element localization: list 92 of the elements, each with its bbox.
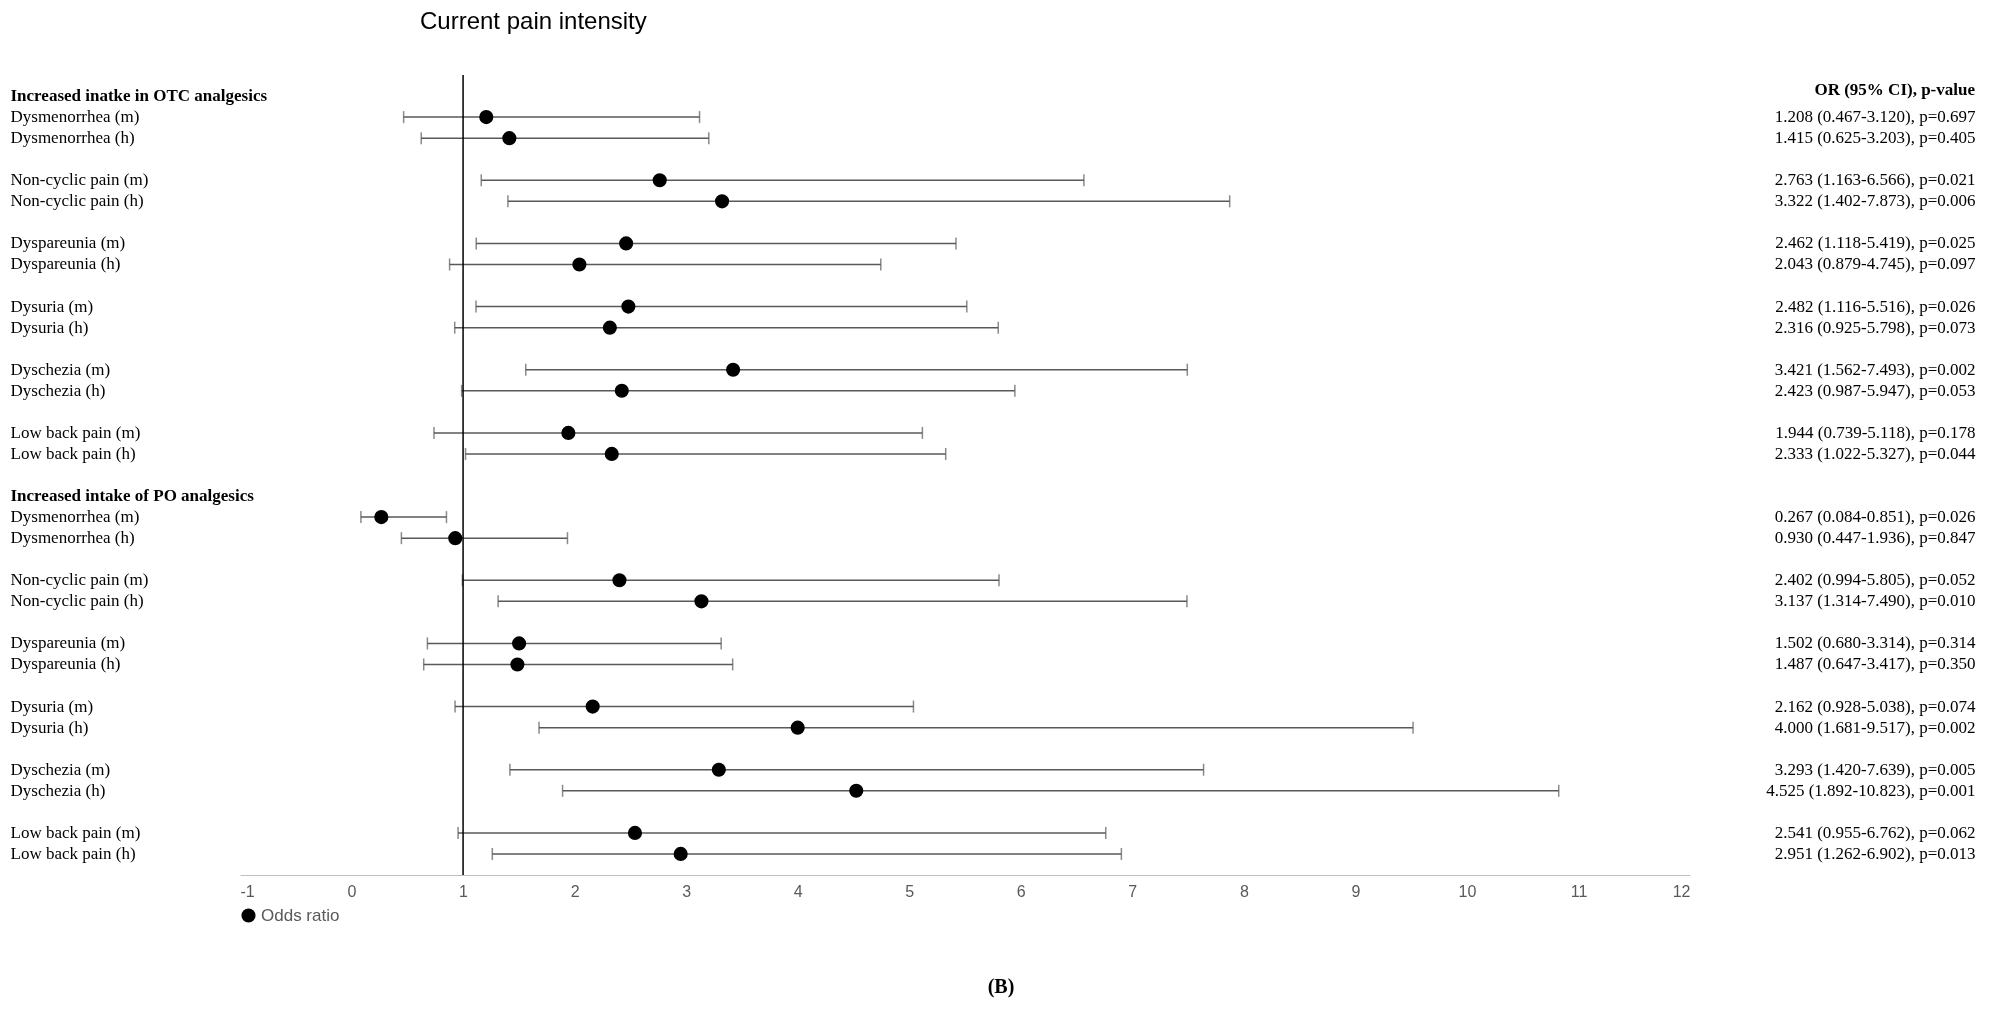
data-label: 2.316 (0.925-5.798), p=0.073 (1774, 317, 1976, 337)
data-label: 0.267 (0.084-0.851), p=0.026 (1774, 507, 1976, 527)
y-tick-label: Non-cyclic pain (h) (10, 591, 144, 611)
point (479, 110, 494, 125)
point (561, 425, 576, 440)
y-tick-label: Non-cyclic pain (h) (10, 191, 144, 211)
data-label: 1.415 (0.625-3.203), p=0.405 (1774, 128, 1976, 148)
x-tick-label: 10 (1458, 882, 1477, 900)
data-label: 3.137 (1.314-7.490), p=0.010 (1774, 591, 1976, 611)
data-label: 1.502 (0.680-3.314), p=0.314 (1774, 633, 1976, 653)
data-label: 3.421 (1.562-7.493), p=0.002 (1774, 359, 1976, 379)
text: (B) (986, 975, 1016, 998)
y-tick-label: Dyspareunia (h) (10, 654, 121, 674)
x-tick-label: 8 (1239, 882, 1249, 900)
y-tick-label: Dyspareunia (h) (10, 254, 121, 274)
legend-label: Odds ratio (261, 905, 340, 925)
point (652, 173, 667, 188)
data-label: 3.322 (1.402-7.873), p=0.006 (1774, 191, 1976, 211)
data-label: 2.763 (1.163-6.566), p=0.021 (1774, 170, 1976, 190)
point (512, 636, 527, 651)
y-tick-label: Dysuria (h) (10, 317, 89, 337)
y-tick-label: Non-cyclic pain (m) (10, 170, 149, 190)
data-label: 2.162 (0.928-5.038), p=0.074 (1774, 696, 1976, 716)
x-tick-label: 0 (347, 882, 357, 900)
point (715, 194, 730, 209)
point (602, 320, 617, 335)
data-label: 3.293 (1.420-7.639), p=0.005 (1774, 759, 1976, 779)
data-label: 2.043 (0.879-4.745), p=0.097 (1774, 254, 1976, 274)
point (448, 531, 463, 546)
x-tick-label: 5 (905, 882, 915, 900)
y-tick-label: Dysmenorrhea (m) (10, 507, 140, 527)
data-label: 2.462 (1.118-5.419), p=0.025 (1775, 233, 1976, 253)
y-tick-label: Dyschezia (m) (10, 359, 111, 379)
data-label: 1.944 (0.739-5.118), p=0.178 (1775, 422, 1976, 442)
chart-title: Current pain intensity (420, 7, 647, 35)
point (585, 699, 600, 714)
y-tick-label: Dysuria (m) (10, 696, 94, 716)
point (726, 362, 741, 377)
point (619, 236, 634, 251)
x-tick-label: 12 (1672, 882, 1691, 900)
y-tick-label: Dyschezia (h) (10, 380, 106, 400)
point (849, 783, 864, 798)
data-label: 2.402 (0.994-5.805), p=0.052 (1774, 570, 1976, 590)
x-tick-label: -1 (240, 882, 255, 900)
data-label: 4.525 (1.892-10.823), p=0.001 (1766, 780, 1976, 800)
point (510, 657, 525, 672)
text: OR (95% CI), p-value (1814, 80, 1975, 100)
x-tick-label: 3 (682, 882, 692, 900)
point (711, 762, 726, 777)
y-tick-label: Increased inatke in OTC analgesics (10, 86, 268, 106)
y-tick-label: Dysmenorrhea (h) (10, 528, 135, 548)
x-tick-label: 6 (1016, 882, 1026, 900)
point (502, 131, 517, 146)
point (694, 594, 709, 609)
point (627, 825, 643, 840)
y-tick-label: Low back pain (h) (10, 843, 136, 863)
x-tick-label: 2 (570, 882, 580, 900)
y-tick-label: Dyspareunia (m) (10, 633, 126, 653)
y-tick-label: Dyschezia (m) (10, 759, 111, 779)
y-tick-label: Low back pain (m) (10, 822, 141, 842)
point (621, 299, 636, 314)
y-tick-label: Low back pain (m) (10, 422, 141, 442)
x-tick-label: 11 (1570, 882, 1588, 900)
y-tick-label: Dysuria (h) (10, 717, 89, 737)
y-tick-label: Dysmenorrhea (h) (10, 128, 135, 148)
point (614, 383, 629, 398)
x-tick-label: 9 (1351, 882, 1361, 900)
data-label: 1.487 (0.647-3.417), p=0.350 (1774, 654, 1976, 674)
data-label: 2.423 (0.987-5.947), p=0.053 (1774, 380, 1976, 400)
data-label: 2.482 (1.116-5.516), p=0.026 (1775, 296, 1976, 316)
data-label: 2.541 (0.955-6.762), p=0.062 (1774, 822, 1976, 842)
y-tick-label: Low back pain (h) (10, 443, 136, 463)
data-label: 2.951 (1.262-6.902), p=0.013 (1774, 843, 1976, 863)
y-tick-label: Dyspareunia (m) (10, 233, 126, 253)
y-tick-label: Increased intake of PO analgesics (10, 486, 255, 506)
data-label: 2.333 (1.022-5.327), p=0.044 (1774, 443, 1976, 463)
point (572, 257, 587, 272)
data-label: 1.208 (0.467-3.120), p=0.697 (1774, 107, 1976, 127)
y-tick-label: Dyschezia (h) (10, 780, 106, 800)
data-label: 0.930 (0.447-1.936), p=0.847 (1774, 528, 1976, 548)
y-tick-label: Dysmenorrhea (m) (10, 107, 140, 127)
point (374, 510, 389, 525)
x-tick-label: 1 (459, 882, 469, 900)
y-tick-label: Dysuria (m) (10, 296, 94, 316)
point (612, 573, 627, 588)
point (790, 720, 805, 735)
x-tick-label: 7 (1128, 882, 1138, 900)
x-tick-label: 4 (793, 882, 803, 900)
point (604, 446, 619, 461)
point (673, 846, 688, 861)
data-label: 4.000 (1.681-9.517), p=0.002 (1774, 717, 1976, 737)
y-tick-label: Non-cyclic pain (m) (10, 570, 149, 590)
